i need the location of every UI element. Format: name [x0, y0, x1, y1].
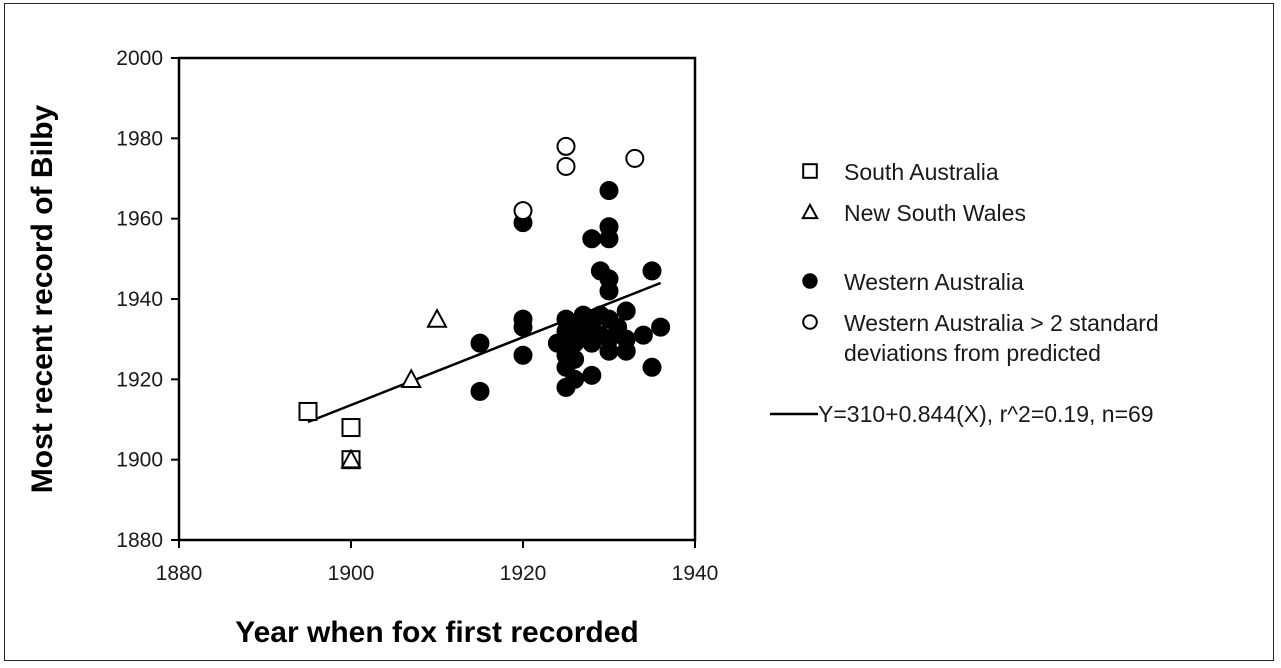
- data-point-filled-circle: [513, 345, 533, 365]
- legend-label: Western Australia: [844, 269, 1024, 295]
- data-point-open-circle: [556, 136, 576, 156]
- data-point-filled-circle: [651, 317, 671, 337]
- data-point-filled-circle: [582, 229, 602, 249]
- y-axis-ticks: 1880 1900 1920 1940 1960 1980 2000: [116, 47, 179, 552]
- data-point-filled-circle: [565, 349, 585, 369]
- data-point-filled-circle: [616, 341, 636, 361]
- legend-label: Western Australia > 2 standard: [844, 310, 1159, 336]
- y-tick-label: 1980: [116, 127, 163, 150]
- data-point-triangle: [426, 307, 448, 328]
- data-point-open-circle: [556, 156, 576, 176]
- data-point-open-circle: [625, 148, 645, 168]
- y-tick-label: 1880: [116, 529, 163, 552]
- data-point-filled-circle: [633, 325, 653, 345]
- data-points: [298, 136, 671, 470]
- data-point-triangle: [400, 368, 422, 388]
- y-tick-label: 1900: [116, 449, 163, 472]
- y-tick-label: 1920: [116, 368, 163, 391]
- data-point-filled-circle: [642, 357, 662, 377]
- data-point-filled-circle: [599, 229, 619, 249]
- chart-frame: [4, 3, 1274, 661]
- y-tick-label: 2000: [116, 47, 163, 70]
- data-point-square: [298, 401, 318, 421]
- y-axis-title: Most recent record of Bilby: [26, 104, 59, 493]
- legend: South Australia New South Wales Western Au…: [770, 159, 1159, 427]
- data-point-filled-circle: [599, 341, 619, 361]
- data-point-filled-circle: [599, 281, 619, 301]
- data-point-square: [341, 418, 361, 438]
- x-tick-label: 1900: [328, 562, 375, 585]
- legend-regression-label: Y=310+0.844(X), r^2=0.19, n=69: [818, 401, 1154, 427]
- legend-marker-open-circle: [802, 314, 818, 330]
- legend-marker-triangle: [801, 202, 819, 220]
- x-axis-title: Year when fox first recorded: [235, 616, 638, 649]
- data-point-triangle: [340, 448, 362, 469]
- legend-label: deviations from predicted: [844, 340, 1101, 366]
- data-point-filled-circle: [513, 317, 533, 337]
- data-point-filled-circle: [565, 369, 585, 389]
- y-tick-label: 1940: [116, 288, 163, 311]
- data-point-filled-circle: [470, 333, 490, 353]
- data-point-filled-circle: [599, 181, 619, 201]
- legend-marker-filled-circle: [802, 273, 818, 289]
- y-tick-label: 1960: [116, 208, 163, 231]
- data-point-filled-circle: [616, 301, 636, 321]
- legend-label: New South Wales: [844, 200, 1026, 226]
- data-point-filled-circle: [582, 365, 602, 385]
- legend-marker-square: [802, 163, 818, 179]
- x-tick-label: 1880: [156, 562, 203, 585]
- x-axis-ticks: 1880 1900 1920 1940: [156, 540, 719, 585]
- x-tick-label: 1920: [500, 562, 547, 585]
- legend-label: South Australia: [844, 159, 999, 185]
- x-tick-label: 1940: [672, 562, 719, 585]
- data-point-filled-circle: [470, 381, 490, 401]
- data-point-open-circle: [513, 201, 533, 221]
- data-point-filled-circle: [642, 261, 662, 281]
